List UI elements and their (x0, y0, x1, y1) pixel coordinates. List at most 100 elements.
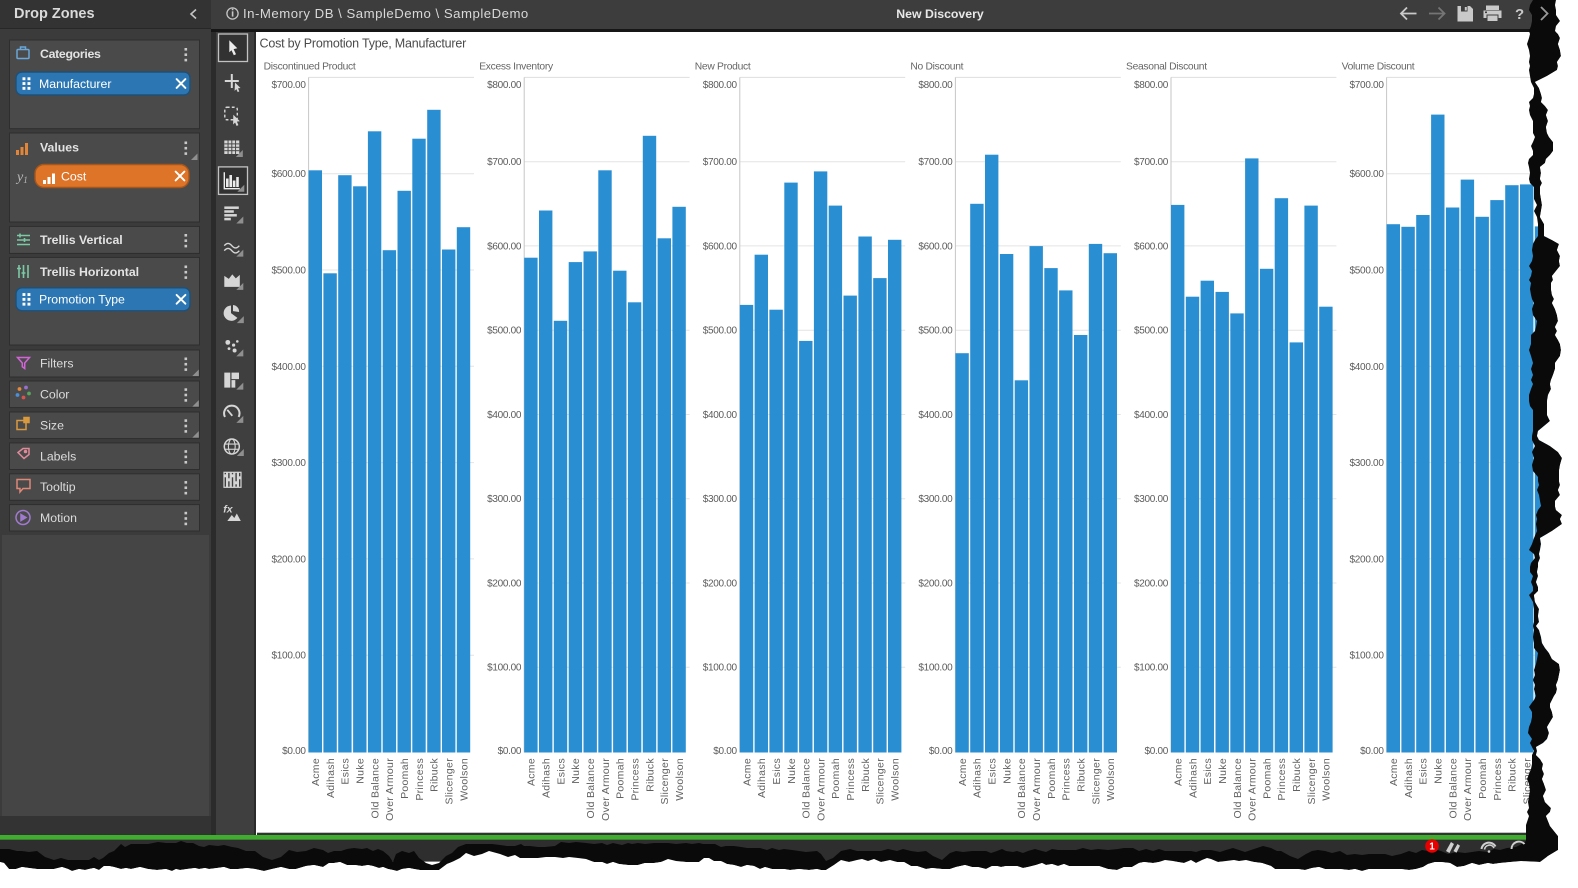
svg-text:Acme: Acme (741, 758, 753, 786)
svg-text:$200.00: $200.00 (487, 579, 522, 590)
svg-text:$100.00: $100.00 (918, 663, 953, 674)
svg-text:Motion: Motion (40, 511, 77, 525)
svg-text:Discontinued Product: Discontinued Product (264, 61, 356, 72)
svg-text:Nuke: Nuke (1001, 758, 1013, 784)
svg-text:Ribuck: Ribuck (1291, 758, 1303, 792)
svg-text:Nuke: Nuke (786, 758, 798, 784)
svg-text:$700.00: $700.00 (272, 80, 307, 91)
svg-text:$300.00: $300.00 (272, 458, 307, 469)
svg-text:$300.00: $300.00 (1350, 458, 1385, 469)
svg-text:Over Armour: Over Armour (815, 758, 827, 821)
svg-text:$100.00: $100.00 (703, 663, 738, 674)
svg-text:No Discount: No Discount (910, 61, 963, 72)
svg-text:Slicenger: Slicenger (875, 758, 887, 805)
svg-text:$500.00: $500.00 (487, 326, 522, 337)
svg-text:$0.00: $0.00 (713, 746, 737, 757)
svg-text:Manufacturer: Manufacturer (39, 77, 111, 91)
svg-text:Princess: Princess (1276, 758, 1288, 801)
svg-text:$0.00: $0.00 (498, 746, 522, 757)
svg-text:Promotion Type: Promotion Type (39, 293, 125, 307)
svg-text:Filters: Filters (40, 357, 73, 371)
svg-text:Nuke: Nuke (355, 758, 367, 784)
svg-text:Old Balance: Old Balance (585, 758, 597, 819)
svg-text:$400.00: $400.00 (487, 410, 522, 421)
svg-text:Size: Size (40, 419, 64, 433)
svg-text:Woolson: Woolson (1105, 758, 1117, 801)
svg-text:Ribuck: Ribuck (429, 758, 441, 792)
svg-text:$600.00: $600.00 (918, 241, 953, 252)
svg-text:$400.00: $400.00 (1134, 410, 1169, 421)
svg-text:$400.00: $400.00 (703, 410, 738, 421)
svg-text:$500.00: $500.00 (272, 266, 307, 277)
svg-text:$600.00: $600.00 (1134, 241, 1169, 252)
svg-text:Princess: Princess (1492, 758, 1504, 801)
svg-text:$400.00: $400.00 (918, 410, 953, 421)
svg-text:Old Balance: Old Balance (369, 758, 381, 819)
svg-text:$0.00: $0.00 (929, 746, 953, 757)
svg-text:$800.00: $800.00 (918, 80, 953, 91)
svg-text:New Product: New Product (695, 61, 751, 72)
svg-text:Poomah: Poomah (615, 758, 627, 799)
svg-text:$100.00: $100.00 (487, 663, 522, 674)
svg-text:$500.00: $500.00 (1134, 326, 1169, 337)
svg-text:Esics: Esics (340, 758, 352, 785)
svg-text:Labels: Labels (40, 449, 76, 463)
svg-text:$100.00: $100.00 (1350, 651, 1385, 662)
svg-text:Ribuck: Ribuck (1507, 758, 1519, 792)
svg-text:Esics: Esics (1202, 758, 1214, 785)
svg-text:Woolson: Woolson (1321, 758, 1333, 801)
svg-text:$400.00: $400.00 (272, 362, 307, 373)
svg-text:Slicenger: Slicenger (1090, 758, 1102, 805)
svg-text:Princess: Princess (629, 758, 641, 801)
svg-text:Acme: Acme (1173, 758, 1185, 786)
svg-text:Old Balance: Old Balance (801, 758, 813, 819)
svg-text:$600.00: $600.00 (703, 241, 738, 252)
svg-text:?: ? (1515, 6, 1524, 23)
svg-text:Tooltip: Tooltip (40, 480, 76, 494)
svg-text:$200.00: $200.00 (1134, 579, 1169, 590)
svg-text:Old Balance: Old Balance (1447, 758, 1459, 819)
svg-text:$500.00: $500.00 (918, 326, 953, 337)
svg-text:Ribuck: Ribuck (1076, 758, 1088, 792)
svg-text:fx: fx (223, 504, 233, 516)
svg-text:$700.00: $700.00 (918, 157, 953, 168)
svg-text:Poomah: Poomah (830, 758, 842, 799)
svg-text:$200.00: $200.00 (1350, 554, 1385, 565)
svg-text:$200.00: $200.00 (918, 579, 953, 590)
svg-text:Adihash: Adihash (756, 758, 768, 798)
svg-text:1: 1 (1429, 842, 1435, 853)
svg-text:Over Armour: Over Armour (384, 758, 396, 821)
svg-text:Nuke: Nuke (570, 758, 582, 784)
svg-text:Over Armour: Over Armour (1462, 758, 1474, 821)
svg-text:$300.00: $300.00 (703, 494, 738, 505)
svg-text:$700.00: $700.00 (703, 157, 738, 168)
svg-text:Princess: Princess (1061, 758, 1073, 801)
svg-text:Acme: Acme (526, 758, 538, 786)
svg-text:Old Balance: Old Balance (1232, 758, 1244, 819)
svg-text:Adihash: Adihash (972, 758, 984, 798)
svg-text:Ribuck: Ribuck (644, 758, 656, 792)
svg-text:Acme: Acme (310, 758, 322, 786)
svg-text:Poomah: Poomah (1261, 758, 1273, 799)
svg-text:Nuke: Nuke (1433, 758, 1445, 784)
svg-text:Ribuck: Ribuck (860, 758, 872, 792)
svg-text:$600.00: $600.00 (272, 169, 307, 180)
svg-text:$700.00: $700.00 (1350, 80, 1385, 91)
svg-text:$500.00: $500.00 (703, 326, 738, 337)
svg-text:Color: Color (40, 388, 69, 402)
svg-text:$100.00: $100.00 (1134, 663, 1169, 674)
svg-text:Cost: Cost (61, 169, 87, 183)
svg-text:$200.00: $200.00 (703, 579, 738, 590)
svg-text:Slicenger: Slicenger (1306, 758, 1318, 805)
svg-text:$300.00: $300.00 (487, 494, 522, 505)
svg-text:$0.00: $0.00 (1144, 746, 1168, 757)
svg-text:Categories: Categories (40, 47, 101, 61)
svg-text:$600.00: $600.00 (487, 241, 522, 252)
svg-text:$800.00: $800.00 (703, 80, 738, 91)
svg-text:Esics: Esics (555, 758, 567, 785)
svg-text:$300.00: $300.00 (918, 494, 953, 505)
svg-text:$100.00: $100.00 (272, 651, 307, 662)
svg-text:Esics: Esics (987, 758, 999, 785)
svg-text:Princess: Princess (414, 758, 426, 801)
svg-text:Poomah: Poomah (1477, 758, 1489, 799)
